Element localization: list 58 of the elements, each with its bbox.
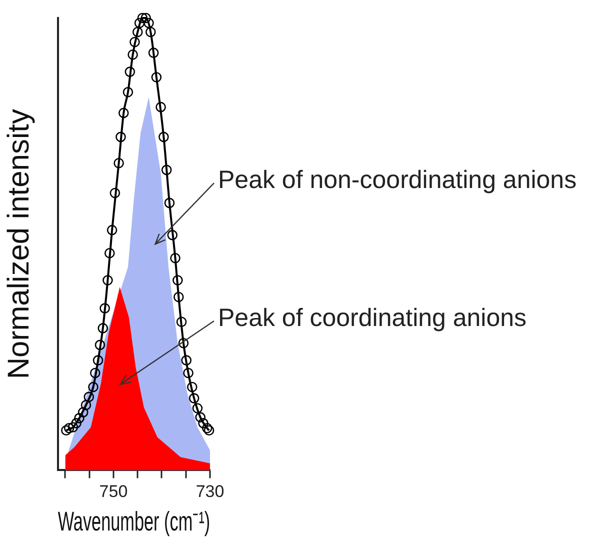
point bbox=[78, 407, 88, 418]
point bbox=[156, 102, 166, 112]
point bbox=[144, 18, 154, 28]
point bbox=[204, 425, 214, 436]
point bbox=[170, 252, 180, 264]
point bbox=[130, 36, 140, 48]
point bbox=[68, 422, 78, 432]
x-tick-label: 750 bbox=[99, 482, 128, 502]
point bbox=[102, 275, 113, 286]
point bbox=[172, 275, 183, 286]
point bbox=[132, 26, 143, 38]
point bbox=[146, 26, 156, 38]
point bbox=[167, 230, 178, 240]
point bbox=[118, 108, 129, 118]
point bbox=[148, 48, 159, 58]
point bbox=[161, 164, 172, 176]
point bbox=[183, 368, 194, 378]
point bbox=[137, 12, 148, 24]
point bbox=[140, 12, 151, 24]
point bbox=[202, 422, 212, 434]
x-axis-title: Wavenumber (cm⁻¹) bbox=[58, 506, 210, 536]
x-tick-label: 730 bbox=[196, 482, 224, 502]
point bbox=[74, 413, 84, 424]
point bbox=[124, 66, 136, 77]
point bbox=[100, 303, 110, 314]
point bbox=[195, 412, 206, 422]
point bbox=[106, 224, 118, 236]
y-axis-title: Normalized intensity bbox=[2, 109, 36, 380]
point bbox=[114, 158, 124, 168]
point bbox=[176, 316, 187, 328]
point bbox=[110, 188, 120, 198]
point bbox=[188, 393, 200, 404]
point bbox=[104, 248, 115, 258]
point bbox=[151, 72, 162, 82]
point bbox=[88, 382, 98, 392]
point bbox=[90, 368, 100, 378]
text: Peak of non-coordinating anions bbox=[218, 166, 577, 194]
point bbox=[128, 49, 138, 60]
point bbox=[173, 292, 184, 302]
point bbox=[92, 355, 104, 366]
point bbox=[84, 392, 94, 402]
point bbox=[98, 323, 108, 334]
point bbox=[122, 87, 134, 98]
point bbox=[198, 418, 208, 428]
point bbox=[116, 132, 126, 142]
point bbox=[181, 355, 192, 366]
point bbox=[80, 400, 92, 410]
point bbox=[158, 132, 169, 142]
point bbox=[61, 425, 72, 436]
point bbox=[71, 418, 82, 428]
point bbox=[186, 382, 198, 392]
point bbox=[64, 422, 74, 434]
text: Peak of coordinating anions bbox=[218, 304, 527, 332]
point bbox=[192, 403, 203, 414]
point bbox=[178, 338, 189, 348]
point bbox=[94, 340, 106, 350]
point bbox=[134, 18, 145, 28]
point bbox=[164, 198, 175, 208]
